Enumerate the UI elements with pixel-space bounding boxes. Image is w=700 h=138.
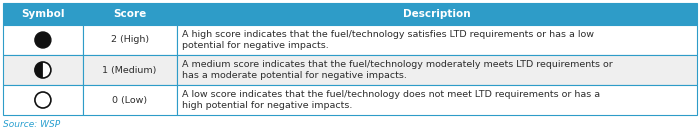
Text: Source: WSP: Source: WSP [3,120,60,129]
Text: 2 (High): 2 (High) [111,35,148,44]
Bar [176,85,697,115]
Text: Description: Description [403,9,470,19]
Text: A high score indicates that the fuel/technology satisfies LTD requirements or ha: A high score indicates that the fuel/tec… [181,30,594,50]
Bar [3,3,83,25]
Circle shape [35,62,51,78]
Bar [83,85,176,115]
Bar [176,55,697,85]
Wedge shape [35,62,43,78]
Text: 1 (Medium): 1 (Medium) [102,66,157,75]
Circle shape [35,92,51,108]
Text: Score: Score [113,9,146,19]
Bar [176,3,697,25]
Bar [3,25,83,55]
Text: 0 (Low): 0 (Low) [112,95,147,104]
Bar [83,25,176,55]
Bar [3,85,83,115]
Bar [83,3,176,25]
Bar [83,55,176,85]
Bar [3,55,83,85]
Text: A low score indicates that the fuel/technology does not meet LTD requirements or: A low score indicates that the fuel/tech… [181,90,600,110]
Bar [176,25,697,55]
Circle shape [35,32,51,48]
Text: Symbol: Symbol [21,9,64,19]
Text: A medium score indicates that the fuel/technology moderately meets LTD requireme: A medium score indicates that the fuel/t… [181,60,612,80]
